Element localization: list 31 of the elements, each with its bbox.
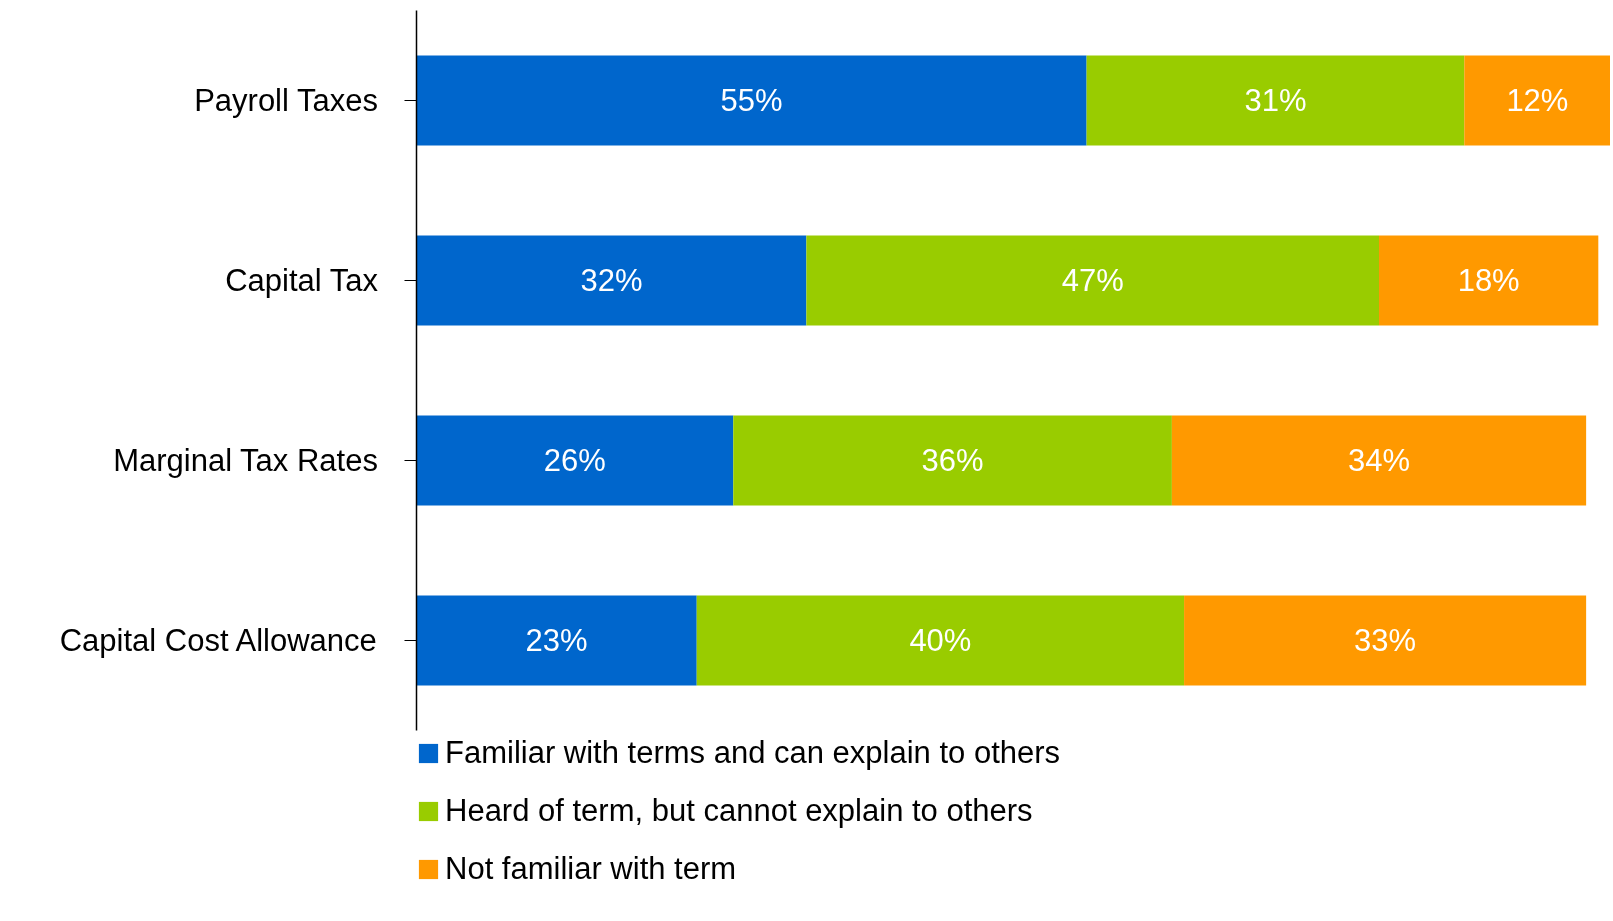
data-label: 34% — [1347, 443, 1411, 478]
bar — [806, 235, 1380, 326]
bar — [416, 55, 1087, 146]
data-label: 12% — [1506, 83, 1569, 118]
data-label: 47% — [1061, 263, 1124, 298]
y-tick-label: Marginal Tax Rates — [113, 443, 378, 478]
bar — [416, 235, 807, 326]
y-tick-label: Capital Cost Allowance — [59, 623, 377, 658]
data-label: 32% — [580, 263, 643, 298]
data-label: 31% — [1244, 83, 1307, 118]
bar — [696, 595, 1185, 686]
bar — [1184, 595, 1587, 686]
data-label: 40% — [909, 623, 972, 658]
y-tick-label: Capital Tax — [225, 263, 379, 298]
bar — [1379, 235, 1599, 326]
bar — [1171, 415, 1587, 506]
data-label: 23% — [525, 623, 588, 658]
bar — [416, 415, 734, 506]
data-label: 33% — [1354, 623, 1417, 658]
bar — [1464, 55, 1610, 146]
legend-label: Not familiar with term — [445, 851, 737, 887]
bar — [1086, 55, 1465, 146]
bar — [416, 595, 697, 686]
data-label: 36% — [921, 443, 984, 478]
legend-label: Familiar with terms and can explain to others — [445, 735, 1061, 771]
y-tick-label: Payroll Taxes — [194, 83, 378, 118]
data-label: 55% — [720, 83, 783, 118]
data-label: 26% — [543, 443, 606, 478]
bar — [733, 415, 1172, 506]
legend-label: Heard of term, but cannot explain to others — [445, 793, 1033, 829]
data-label: 18% — [1457, 263, 1520, 298]
